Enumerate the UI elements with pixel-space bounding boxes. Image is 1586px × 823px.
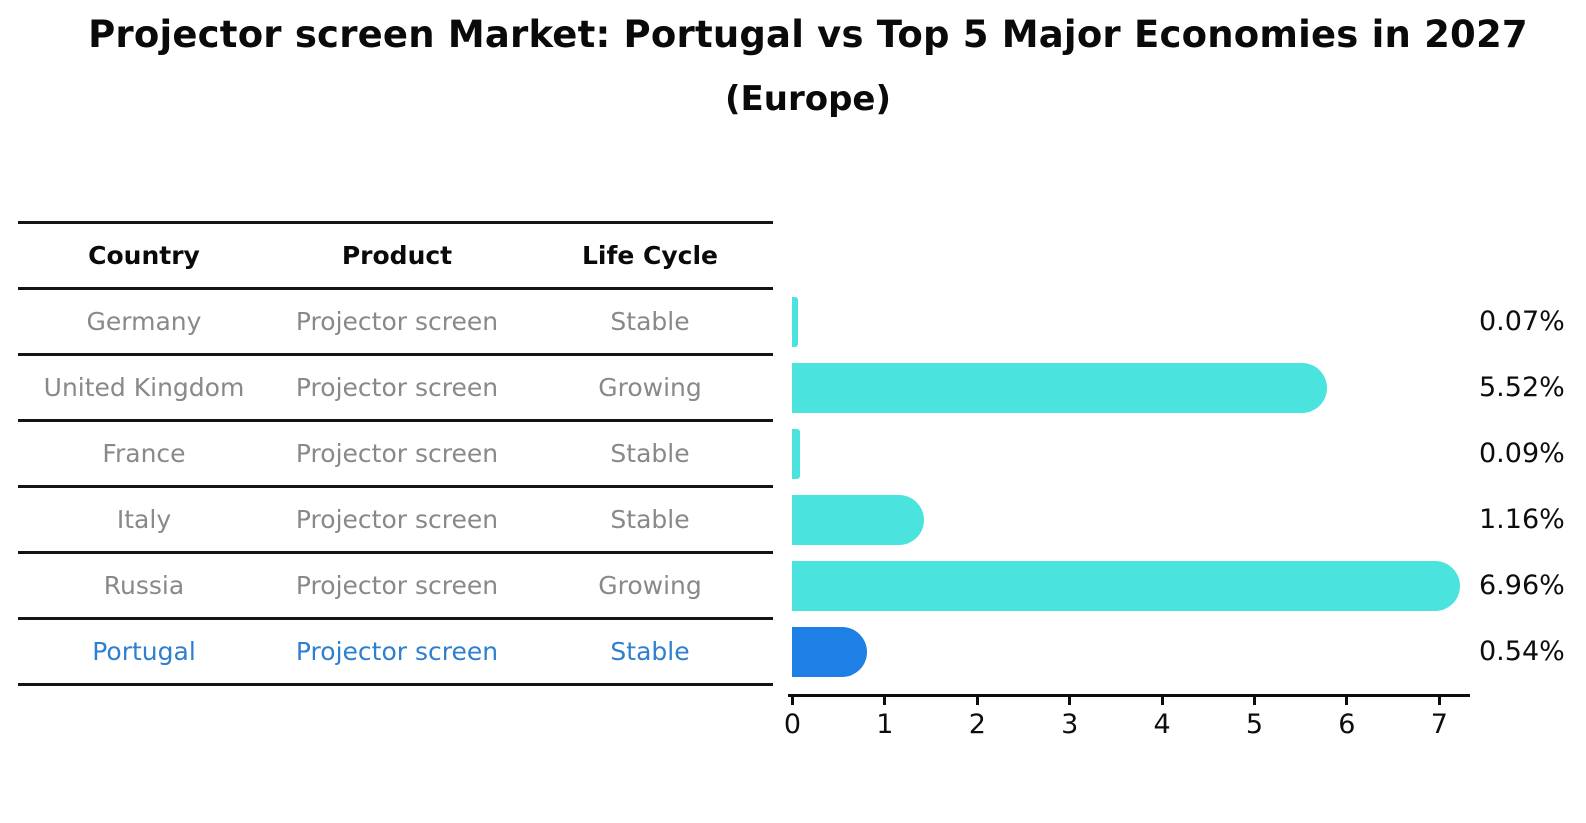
x-axis-tick-label: 2 [968,709,986,740]
table-divider-line [18,551,773,554]
cell-product: Projector screen [295,505,499,534]
cell-life-cycle: Growing [598,571,702,600]
x-axis-tick [1437,697,1441,705]
cell-country: Portugal [92,637,196,666]
bar-france [792,429,801,479]
bar-italy [792,495,925,545]
x-axis-tick-label: 6 [1338,709,1356,740]
x-axis-tick-label: 1 [876,709,894,740]
x-axis-tick [1345,697,1349,705]
x-axis-tick [883,697,887,705]
cell-life-cycle: Stable [610,505,690,534]
x-axis-tick-label: 0 [783,709,802,740]
cell-country: Italy [116,505,172,534]
cell-country: United Kingdom [43,373,245,402]
cell-life-cycle: Stable [610,439,690,468]
x-axis-tick [1253,697,1256,705]
cell-life-cycle: Growing [598,373,702,402]
column-header-product: Product [341,241,453,270]
table-divider-line [18,485,773,488]
bar-portugal [792,627,867,677]
x-axis-tick [1160,697,1164,705]
x-axis-line [788,694,1470,697]
bar-germany [792,297,799,347]
cell-life-cycle: Stable [610,307,690,336]
column-header-life-cycle: Life Cycle [581,241,719,270]
x-axis-tick [975,697,979,705]
table-top-line [18,221,773,224]
cell-product: Projector screen [295,637,499,666]
table-bottom-line [18,683,773,686]
x-axis-tick [1068,697,1072,705]
value-label-united-kingdom: 5.52% [1479,372,1565,403]
cell-product: Projector screen [295,439,499,468]
value-label-italy: 1.16% [1479,504,1565,535]
cell-product: Projector screen [295,373,499,402]
chart-subtitle: (Europe) [724,79,892,119]
cell-country: France [102,439,186,468]
cell-life-cycle: Stable [610,637,690,666]
table-divider-line [18,617,773,620]
table-divider-line [18,419,773,422]
cell-product: Projector screen [295,571,499,600]
table-divider-line [18,353,773,356]
table-header-line [18,287,773,290]
bar-russia [792,561,1461,611]
cell-country: Germany [86,307,202,336]
value-label-portugal: 0.54% [1479,636,1565,667]
x-axis-tick-label: 5 [1245,709,1264,740]
chart-title: Projector screen Market: Portugal vs Top… [88,13,1528,56]
value-label-russia: 6.96% [1479,570,1565,601]
value-label-germany: 0.07% [1479,306,1565,337]
x-axis-tick-label: 7 [1430,709,1448,740]
x-axis-tick-label: 4 [1153,709,1171,740]
x-axis-tick [791,697,794,705]
cell-country: Russia [103,571,185,600]
column-header-country: Country [88,241,200,270]
x-axis-tick-label: 3 [1061,709,1079,740]
cell-product: Projector screen [295,307,499,336]
value-label-france: 0.09% [1479,438,1565,469]
bar-united-kingdom [792,363,1328,413]
